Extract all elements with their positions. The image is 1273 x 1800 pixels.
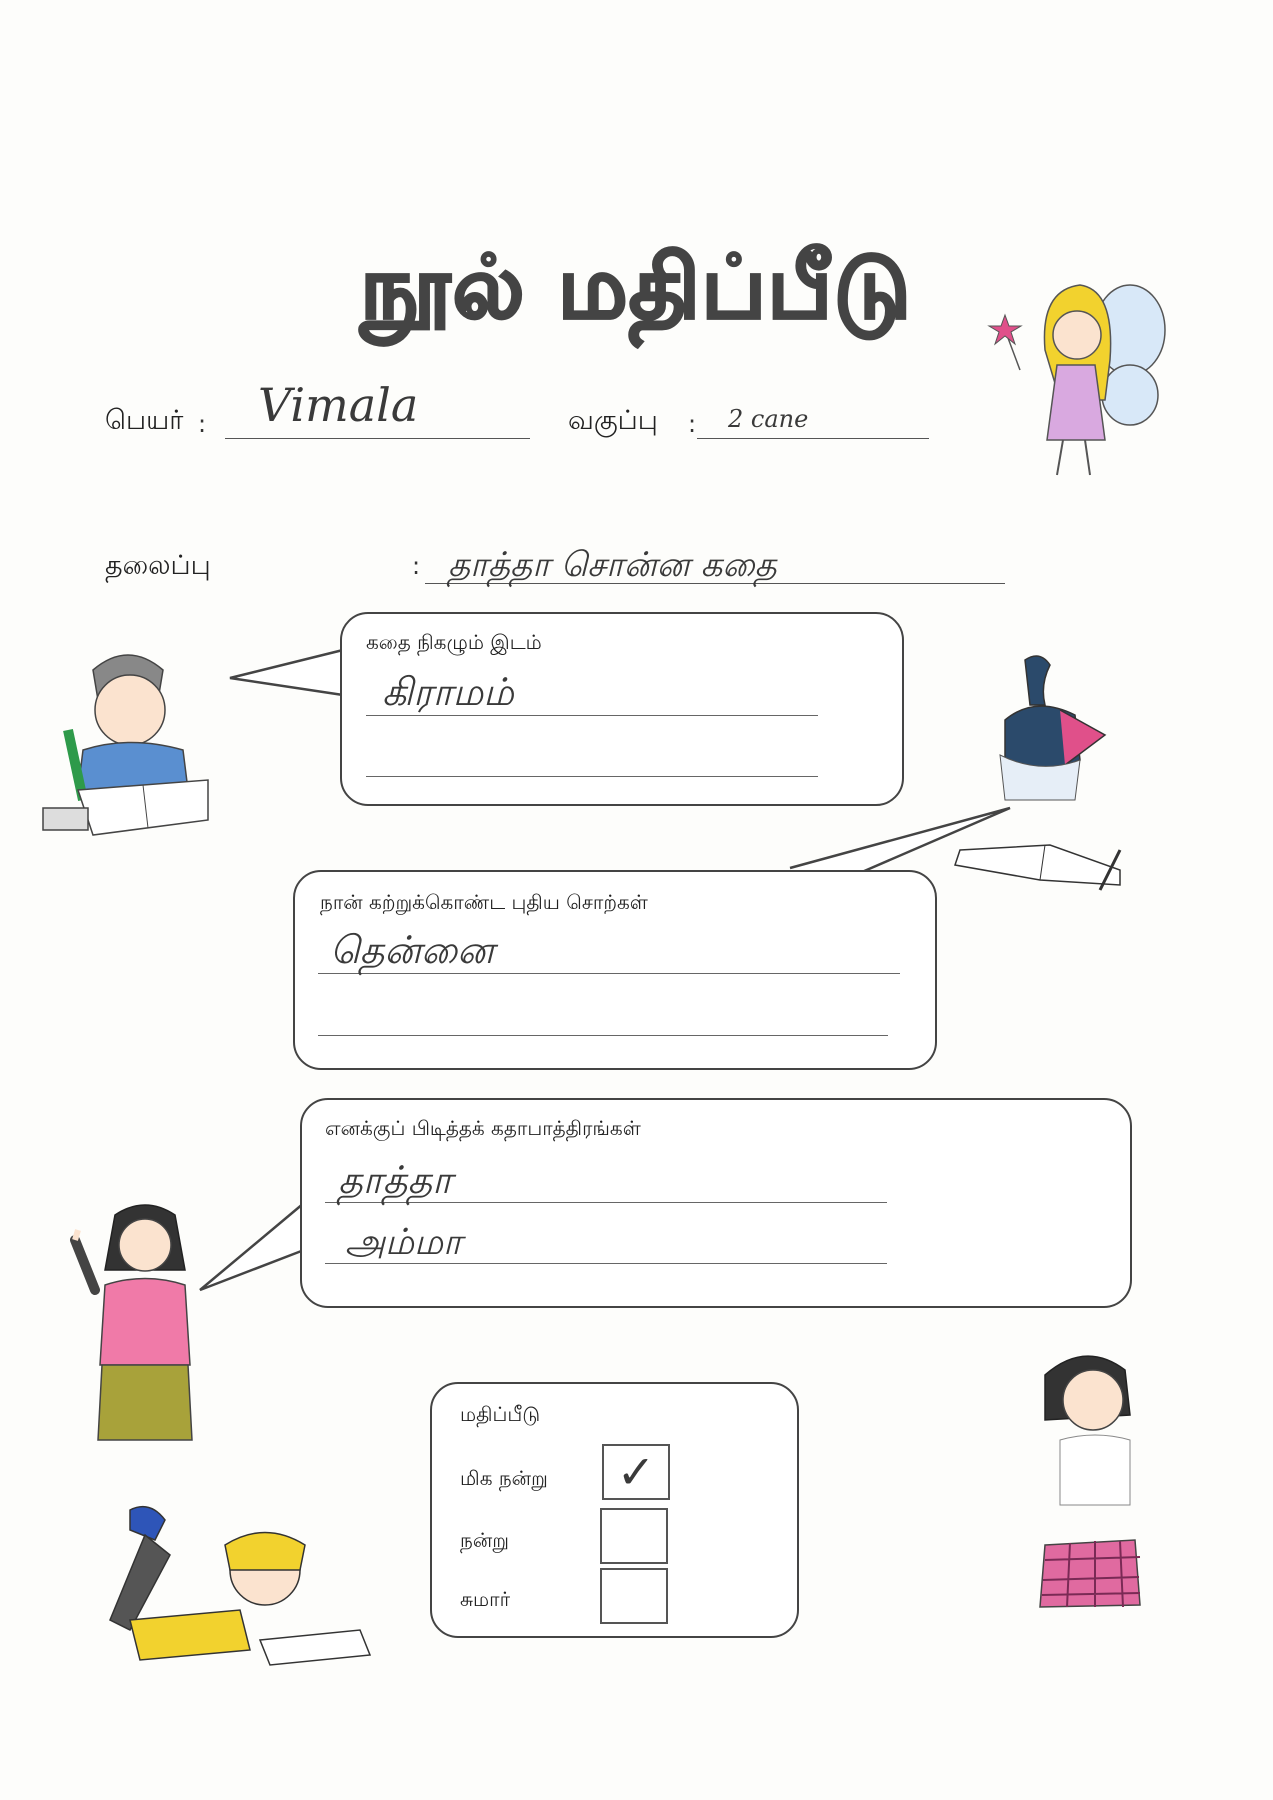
class-colon: : xyxy=(688,410,697,438)
characters-answer-1[interactable]: தாத்தா xyxy=(338,1158,452,1202)
checkmark-icon: ✓ xyxy=(616,1445,656,1499)
name-line xyxy=(225,438,530,439)
setting-label: கதை நிகழும் இடம் xyxy=(366,630,542,654)
name-value[interactable]: Vimala xyxy=(258,378,419,432)
girl-standing-illustration xyxy=(1039,1355,1141,1608)
setting-box xyxy=(340,612,904,806)
rating-label: மதிப்பீடு xyxy=(460,1402,541,1426)
new-words-answer-1[interactable]: தென்னை xyxy=(330,928,494,972)
new-words-line-1 xyxy=(318,973,900,974)
rating-option-label-excellent: மிக நன்று xyxy=(460,1466,548,1490)
topic-line xyxy=(425,583,1005,584)
setting-answer-1[interactable]: கிராமம் xyxy=(382,670,514,714)
characters-answer-2[interactable]: அம்மா xyxy=(345,1222,462,1263)
rating-checkbox-average[interactable] xyxy=(600,1568,668,1624)
setting-line-1 xyxy=(366,715,818,716)
girl-with-book-illustration xyxy=(954,655,1122,891)
characters-line-1 xyxy=(325,1202,887,1203)
new-words-label: நான் கற்றுக்கொண்ட புதிய சொற்கள் xyxy=(320,890,648,914)
topic-value[interactable]: தாத்தா சொன்ன கதை xyxy=(448,545,777,585)
class-label: வகுப்பு xyxy=(568,405,658,436)
boy-reading-illustration xyxy=(42,654,209,836)
topic-colon: : xyxy=(412,552,421,580)
rating-checkbox-excellent[interactable]: ✓ xyxy=(602,1444,670,1500)
rating-checkbox-good[interactable] xyxy=(600,1508,668,1564)
characters-label: எனக்குப் பிடித்தக் கதாபாத்திரங்கள் xyxy=(325,1116,641,1140)
page-title: நூல் மதிப்பீடு xyxy=(359,237,913,340)
name-colon: : xyxy=(198,410,207,438)
girl-lying-reading-illustration xyxy=(109,1505,372,1666)
class-value[interactable]: 2 cane xyxy=(728,405,809,433)
characters-line-2 xyxy=(325,1263,887,1264)
rating-option-label-good: நன்று xyxy=(460,1528,509,1552)
topic-label: தலைப்பு xyxy=(105,550,211,581)
new-words-line-2 xyxy=(318,1035,888,1036)
characters-box xyxy=(300,1098,1132,1308)
fairy-illustration xyxy=(987,284,1166,476)
new-words-box xyxy=(293,870,937,1070)
class-line xyxy=(697,438,929,439)
girl-pointing-illustration xyxy=(70,1204,193,1441)
setting-line-2 xyxy=(366,776,818,777)
name-label: பெயர் xyxy=(105,405,184,436)
rating-option-label-average: சுமார் xyxy=(460,1587,511,1611)
